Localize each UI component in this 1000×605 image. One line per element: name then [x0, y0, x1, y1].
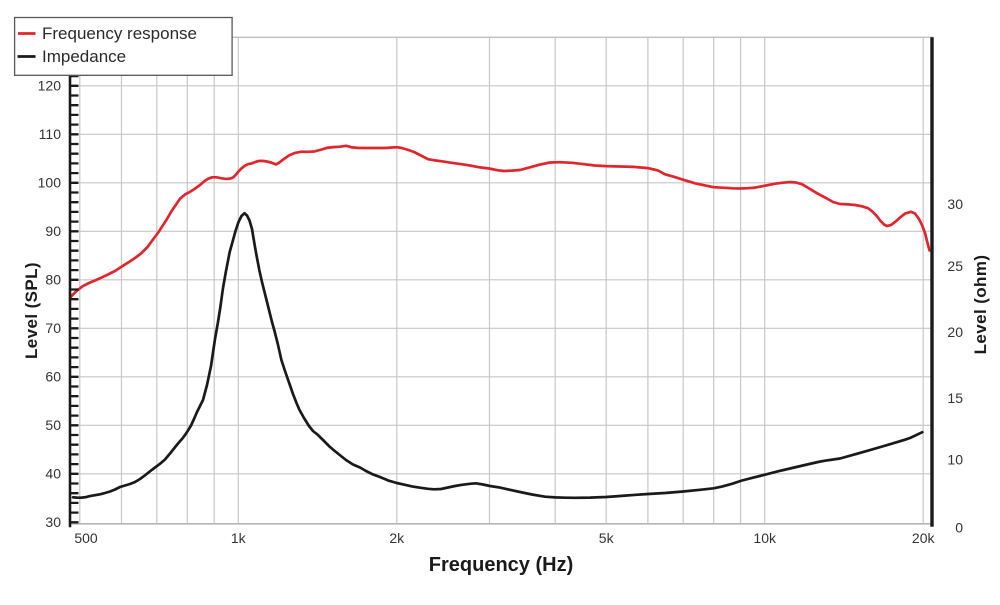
svg-text:1k: 1k — [231, 530, 247, 546]
svg-text:90: 90 — [45, 223, 61, 239]
svg-text:60: 60 — [45, 369, 61, 385]
svg-text:30: 30 — [45, 514, 61, 530]
svg-text:40: 40 — [45, 466, 61, 482]
svg-text:80: 80 — [45, 272, 61, 288]
svg-text:15: 15 — [947, 390, 963, 406]
svg-text:100: 100 — [38, 175, 62, 191]
svg-text:50: 50 — [45, 417, 61, 433]
svg-text:Impedance: Impedance — [42, 47, 126, 66]
svg-text:70: 70 — [45, 320, 61, 336]
svg-text:30: 30 — [947, 196, 963, 212]
svg-text:20: 20 — [947, 324, 963, 340]
svg-text:20k: 20k — [912, 530, 936, 546]
svg-text:2k: 2k — [389, 530, 405, 546]
svg-text:5k: 5k — [599, 530, 615, 546]
svg-text:Level (ohm): Level (ohm) — [971, 255, 990, 355]
svg-text:Frequency response: Frequency response — [42, 24, 197, 43]
svg-text:25: 25 — [947, 258, 963, 274]
svg-text:0: 0 — [955, 519, 963, 535]
svg-text:500: 500 — [74, 530, 98, 546]
svg-text:Frequency (Hz): Frequency (Hz) — [429, 554, 573, 576]
svg-text:120: 120 — [38, 78, 62, 94]
svg-text:Level (SPL): Level (SPL) — [22, 262, 41, 359]
svg-text:10: 10 — [947, 451, 963, 467]
svg-text:110: 110 — [39, 126, 62, 142]
svg-text:10k: 10k — [753, 530, 777, 546]
